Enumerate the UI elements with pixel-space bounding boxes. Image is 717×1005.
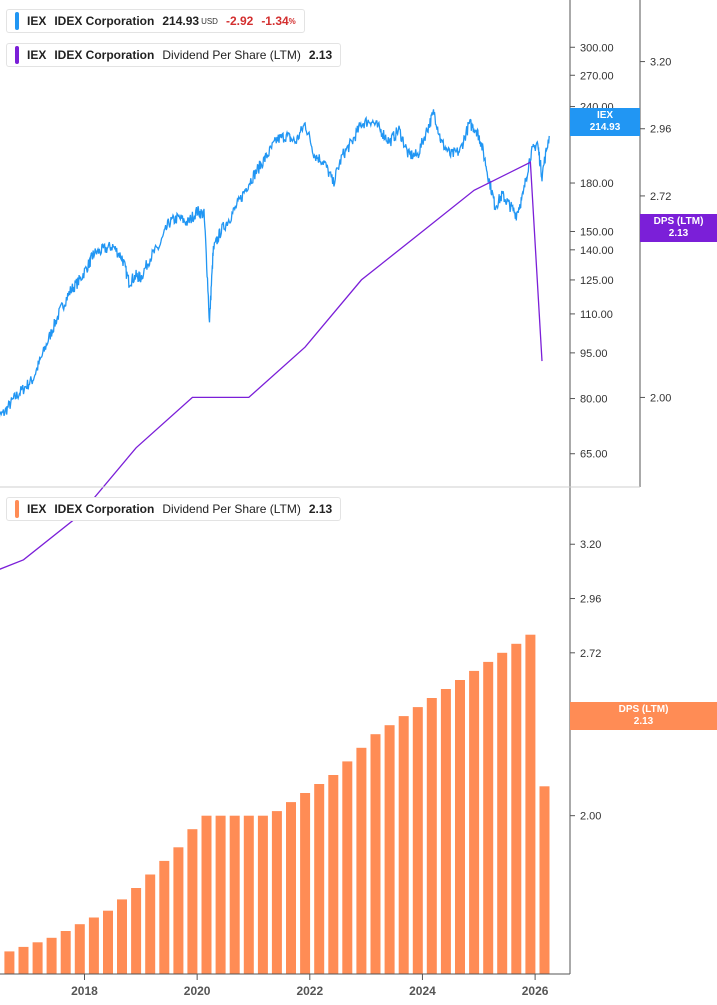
dps-bar (328, 775, 339, 974)
price-tick-label: 110.00 (580, 309, 613, 321)
dps-bottom-tick-label: 2.96 (580, 594, 601, 606)
price-legend-pct-symbol: % (288, 16, 296, 26)
price-legend-company: IDEX Corporation (54, 14, 155, 28)
price-legend-change: -2.92 (225, 14, 254, 28)
dps-top-tag-label: DPS (LTM) (653, 216, 704, 227)
dps-bar (412, 707, 423, 974)
dps-bar (525, 634, 536, 974)
price-series-line (0, 109, 550, 418)
dps-bar (74, 924, 85, 974)
dps-bar (145, 874, 156, 974)
dps-bar (455, 680, 465, 974)
dps-bar (4, 951, 15, 974)
dps-bottom-tag-label: DPS (LTM) (618, 704, 669, 715)
dps-bar (440, 689, 451, 974)
dps-top-tick-label: 3.20 (650, 57, 671, 69)
dps-top-last-value-tag: DPS (LTM) 2.13 (640, 214, 717, 242)
dps-bar (511, 643, 522, 974)
dps-bar (426, 698, 437, 974)
dps-bottom-tick-label: 2.72 (580, 648, 601, 660)
dps-bottom-tick-label: 2.00 (580, 811, 601, 823)
dps-top-legend-company: IDEX Corporation (54, 48, 155, 62)
time-tick-label: 2018 (71, 984, 98, 998)
dps-top-legend-ticker: IEX (27, 48, 47, 62)
dps-bar (384, 725, 395, 974)
price-legend-price: 214.93 (162, 14, 200, 28)
price-tick-label: 300.00 (580, 42, 614, 54)
dps-bar (398, 716, 409, 974)
dps-bar (46, 937, 57, 974)
dps-top-tick-label: 2.72 (650, 191, 671, 203)
dps-bottom-tick-label: 3.20 (580, 539, 601, 551)
dps-top-legend-swatch (15, 46, 19, 64)
price-legend-swatch (15, 12, 19, 30)
dps-bar (469, 670, 480, 974)
dps-bar (314, 784, 325, 974)
dps-top-legend[interactable]: IEX IDEX Corporation Dividend Per Share … (6, 43, 342, 67)
price-legend-ticker: IEX (27, 14, 47, 28)
price-legend[interactable]: IEX IDEX Corporation 214.93 USD -2.92 -1… (6, 9, 305, 33)
dps-top-legend-metric: Dividend Per Share (LTM) (162, 48, 301, 62)
dps-bar (286, 802, 296, 974)
dps-bar (201, 815, 212, 974)
dps-bar (103, 910, 113, 974)
price-tick-label: 270.00 (580, 70, 614, 82)
price-tick-label: 140.00 (580, 245, 614, 257)
dps-bottom-legend-company: IDEX Corporation (54, 502, 155, 516)
time-tick-label: 2026 (522, 984, 549, 998)
bottom-panel (4, 634, 550, 974)
price-tick-label: 180.00 (580, 178, 614, 190)
dps-bar (342, 761, 353, 974)
dps-bar (18, 946, 29, 974)
dps-bottom-legend-ticker: IEX (27, 502, 47, 516)
dps-bottom-tag-value: 2.13 (633, 716, 654, 727)
price-legend-currency: USD (201, 16, 218, 26)
dps-bar (497, 652, 508, 974)
dps-bar (159, 860, 170, 974)
dps-bar (483, 661, 494, 974)
dps-bar (131, 888, 142, 974)
dps-overlay-line (0, 161, 543, 570)
dps-bar (215, 815, 226, 974)
dps-bar (88, 917, 99, 974)
time-tick-label: 2020 (184, 984, 211, 998)
dps-bar (187, 829, 198, 974)
dps-bottom-last-value-tag: DPS (LTM) 2.13 (570, 702, 717, 730)
dps-bar (300, 793, 311, 974)
dps-bar (32, 942, 43, 974)
dps-bar (271, 811, 282, 974)
dps-bar (539, 786, 550, 974)
dps-top-legend-value: 2.13 (308, 48, 333, 62)
price-tick-label: 95.00 (580, 348, 608, 360)
time-tick-label: 2024 (409, 984, 436, 998)
dps-bottom-legend-swatch (15, 500, 19, 518)
dps-bar (243, 815, 254, 974)
price-tag-value: 214.93 (589, 122, 621, 133)
price-legend-change-pct: -1.34 (261, 14, 289, 28)
dps-bar (173, 847, 184, 974)
dps-bottom-legend[interactable]: IEX IDEX Corporation Dividend Per Share … (6, 497, 342, 521)
time-tick-label: 2022 (296, 984, 323, 998)
dps-top-tick-label: 2.00 (650, 392, 671, 404)
dps-bottom-legend-metric: Dividend Per Share (LTM) (162, 502, 301, 516)
dps-bar (60, 931, 71, 974)
price-tick-label: 150.00 (580, 226, 614, 238)
dps-bar (229, 815, 240, 974)
dps-bar (257, 815, 268, 974)
price-last-value-tag: IEX 214.93 (570, 108, 640, 136)
dps-bar (117, 899, 127, 974)
dps-top-tick-label: 2.96 (650, 124, 671, 136)
price-tick-label: 65.00 (580, 449, 608, 461)
dps-bar (370, 734, 381, 974)
price-tag-ticker: IEX (596, 110, 614, 121)
dps-top-tag-value: 2.13 (668, 228, 689, 239)
price-tick-label: 125.00 (580, 275, 614, 287)
price-tick-label: 80.00 (580, 394, 608, 406)
dps-bar (356, 747, 367, 974)
top-panel (0, 109, 550, 570)
dps-bottom-legend-value: 2.13 (308, 502, 333, 516)
